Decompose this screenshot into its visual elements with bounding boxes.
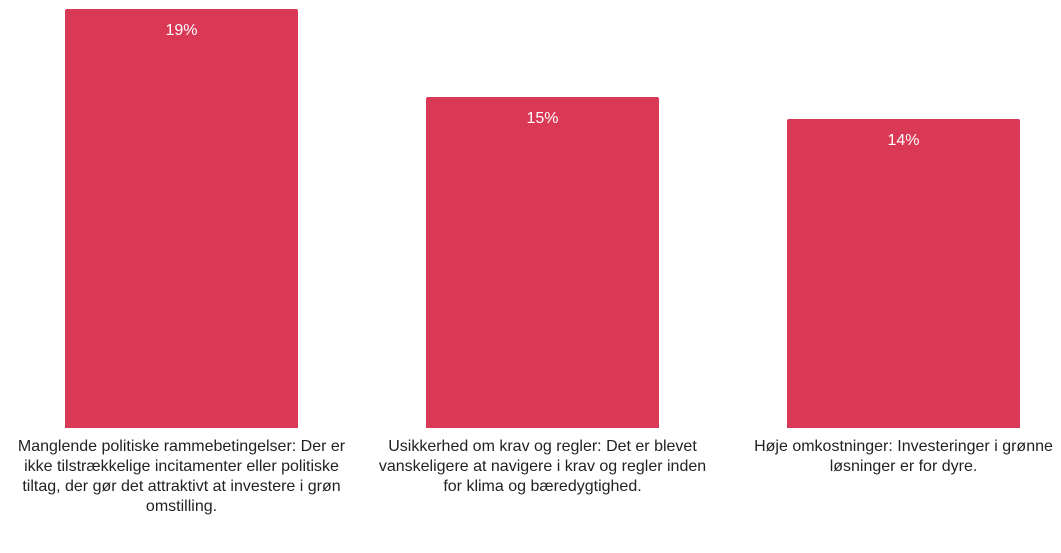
value-label: 15%	[526, 110, 559, 128]
value-label: 19%	[165, 22, 198, 39]
bar	[426, 97, 659, 428]
bar	[65, 9, 298, 428]
bar	[787, 119, 1020, 428]
value-label: 14%	[887, 132, 920, 150]
x-tick-label: Manglende politiske rammebetingelser: De…	[17, 438, 346, 515]
x-tick-label: Usikkerhed om krav og regler: Det er ble…	[378, 438, 707, 495]
x-tick-label: Høje omkostninger: Investeringer i grønn…	[754, 438, 1053, 475]
